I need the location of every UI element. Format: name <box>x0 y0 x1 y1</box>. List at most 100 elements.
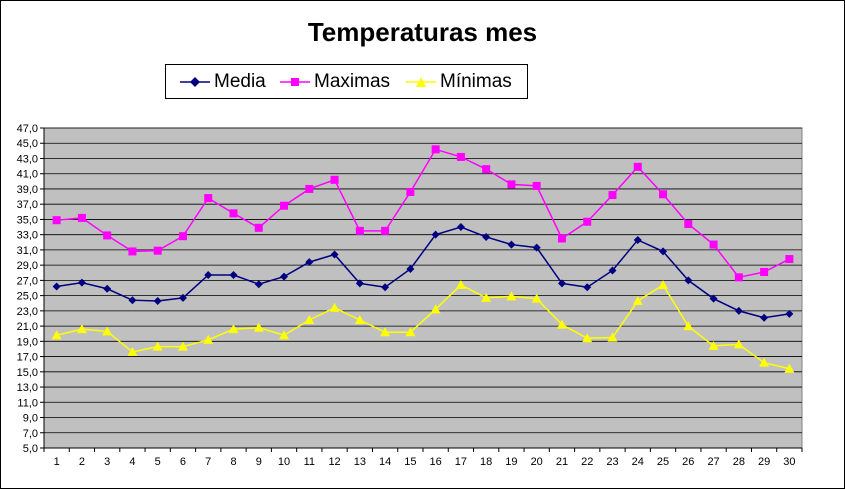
chart-legend: Media Maximas Mínimas <box>165 64 528 99</box>
data-point-media <box>77 278 86 287</box>
data-point-minimas <box>329 302 340 312</box>
series-line-0 <box>56 226 790 319</box>
data-point-minimas <box>531 293 542 303</box>
x-tick-label: 13 <box>354 456 366 468</box>
data-point-media <box>633 236 642 244</box>
data-point-media <box>52 282 61 291</box>
data-point-media <box>330 250 339 259</box>
y-tick-label: 19,0 <box>17 336 38 348</box>
y-tick-label: 41,0 <box>17 169 38 181</box>
data-point-media <box>659 247 668 256</box>
legend-item-maximas: Maximas <box>280 65 390 98</box>
data-point-minimas <box>683 321 694 331</box>
data-point-maximas <box>659 190 668 199</box>
data-point-maximas <box>280 201 289 210</box>
data-point-maximas <box>204 194 213 203</box>
data-point-minimas <box>607 332 618 342</box>
y-tick-label: 37,0 <box>17 199 38 211</box>
data-point-minimas <box>51 330 62 340</box>
y-tick-label: 39,0 <box>17 184 38 196</box>
y-tick-label: 9,0 <box>23 413 38 425</box>
data-point-maximas <box>608 191 617 200</box>
x-tick-label: 9 <box>256 456 262 468</box>
data-point-media <box>532 243 541 252</box>
data-point-maximas <box>254 223 263 232</box>
data-point-minimas <box>708 340 719 350</box>
data-point-minimas <box>632 295 643 305</box>
y-tick-label: 43,0 <box>17 153 38 165</box>
legend-label-minimas: Mínimas <box>440 70 512 92</box>
data-point-media <box>355 279 364 288</box>
data-point-minimas <box>582 333 593 343</box>
data-point-maximas <box>431 145 440 154</box>
x-tick-label: 30 <box>783 456 795 468</box>
data-point-maximas <box>52 216 61 225</box>
y-tick-label: 17,0 <box>17 352 38 364</box>
x-tick-label: 1 <box>54 456 60 468</box>
data-point-media <box>785 309 794 318</box>
data-point-maximas <box>406 188 415 196</box>
legend-item-minimas: Mínimas <box>406 65 512 98</box>
data-point-maximas <box>785 255 794 264</box>
data-point-media <box>608 266 617 275</box>
data-point-minimas <box>177 341 188 351</box>
data-point-media <box>406 264 415 273</box>
legend-marker-minimas <box>406 76 436 87</box>
legend-marker-media <box>180 76 210 87</box>
data-point-media <box>103 284 112 293</box>
y-tick-label: 27,0 <box>17 275 38 287</box>
x-tick-label: 16 <box>430 456 442 468</box>
data-point-media <box>684 276 693 285</box>
data-point-minimas <box>759 357 770 367</box>
x-tick-label: 15 <box>404 456 416 468</box>
y-tick-label: 21,0 <box>17 321 38 333</box>
data-point-maximas <box>128 247 137 256</box>
series-line-1 <box>56 148 790 279</box>
data-point-maximas <box>381 226 390 235</box>
data-point-maximas <box>507 180 516 189</box>
x-tick-label: 4 <box>129 456 135 468</box>
data-point-maximas <box>760 268 769 276</box>
x-tick-label: 14 <box>379 456 391 468</box>
legend-label-maximas: Maximas <box>314 70 391 92</box>
legend-label-media: Media <box>214 70 266 92</box>
data-point-maximas <box>734 273 743 282</box>
data-point-minimas <box>304 315 315 324</box>
plot-area <box>43 127 803 449</box>
y-tick-label: 29,0 <box>17 260 38 272</box>
data-point-media <box>709 294 718 303</box>
x-tick-label: 20 <box>531 456 543 468</box>
series-line-2 <box>56 283 790 370</box>
data-point-minimas <box>658 279 669 289</box>
data-point-maximas <box>355 226 364 235</box>
x-tick-label: 6 <box>180 456 186 468</box>
data-point-media <box>482 232 491 241</box>
data-point-media <box>128 296 137 305</box>
data-point-maximas <box>633 162 642 171</box>
y-tick-label: 13,0 <box>17 382 38 394</box>
x-tick-label: 8 <box>230 456 236 468</box>
x-tick-label: 27 <box>707 456 719 468</box>
y-tick-label: 7,0 <box>23 428 38 440</box>
x-tick-label: 12 <box>328 456 340 468</box>
data-point-maximas <box>456 152 465 161</box>
x-tick-label: 24 <box>632 456 644 468</box>
data-point-media <box>305 258 314 267</box>
y-tick-label: 23,0 <box>17 306 38 318</box>
data-point-media <box>507 240 516 249</box>
data-point-media <box>431 230 440 239</box>
x-tick-label: 11 <box>304 456 315 468</box>
y-tick-label: 33,0 <box>17 230 38 242</box>
data-point-media <box>734 306 743 315</box>
y-tick-label: 31,0 <box>17 245 38 257</box>
data-point-minimas <box>228 324 239 334</box>
data-point-minimas <box>455 279 466 289</box>
x-tick-label: 10 <box>278 456 290 468</box>
data-point-minimas <box>127 347 138 356</box>
y-tick-label: 47,0 <box>17 123 38 135</box>
x-tick-label: 26 <box>682 456 694 468</box>
y-tick-label: 35,0 <box>17 214 38 226</box>
data-point-minimas <box>481 292 492 302</box>
data-point-minimas <box>380 327 391 337</box>
